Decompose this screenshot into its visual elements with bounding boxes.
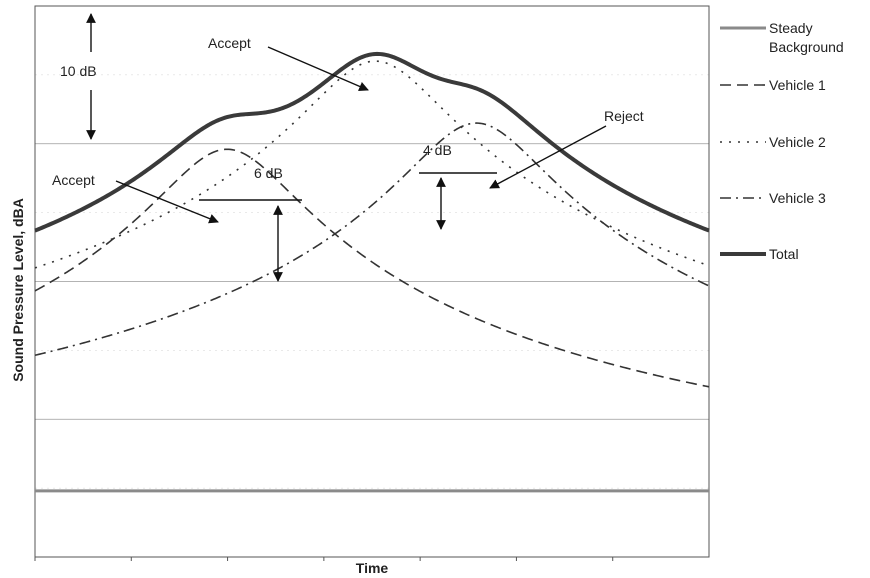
legend-item-vehicle-1: Vehicle 1 xyxy=(720,77,826,93)
legend-label-vehicle-2: Vehicle 2 xyxy=(769,134,826,150)
series-line-vehicle-1 xyxy=(35,149,709,387)
callout-reject: Reject xyxy=(604,108,644,124)
legend-label-vehicle-1: Vehicle 1 xyxy=(769,77,826,93)
x-axis-label: Time xyxy=(356,560,389,576)
dim-6db-label: 6 dB xyxy=(254,165,283,181)
legend-label-vehicle-3: Vehicle 3 xyxy=(769,190,826,206)
callout-accept-left-arrow xyxy=(116,181,218,222)
y-axis-label: Sound Pressure Level, dBA xyxy=(10,198,26,382)
legend-item-vehicle-2: Vehicle 2 xyxy=(720,134,826,150)
series-line-vehicle-2 xyxy=(35,61,709,268)
legend-label-total: Total xyxy=(769,246,799,262)
legend-item-total: Total xyxy=(720,246,799,262)
callout-accept-left: Accept xyxy=(52,172,95,188)
legend-label-steady-background-line2: Background xyxy=(769,39,844,55)
legend: Steady Background Vehicle 1 Vehicle 2 Ve… xyxy=(720,20,844,262)
legend-label-steady-background-line1: Steady xyxy=(769,20,813,36)
gridlines xyxy=(35,75,709,561)
dim-10db-label: 10 dB xyxy=(60,63,97,79)
dim-4db-label: 4 dB xyxy=(423,142,452,158)
callout-reject-arrow xyxy=(490,126,606,188)
legend-item-vehicle-3: Vehicle 3 xyxy=(720,190,826,206)
callout-accept-top: Accept xyxy=(208,35,251,51)
series-line-vehicle-3 xyxy=(35,123,709,355)
legend-item-steady-background: Steady Background xyxy=(720,20,844,55)
